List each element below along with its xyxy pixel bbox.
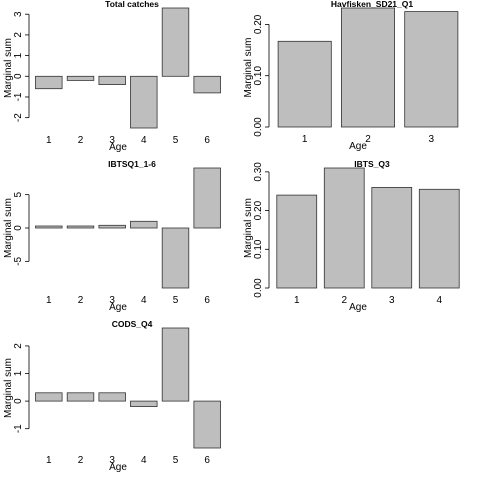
bar-age-4 [130,75,158,129]
y-tick-label: -2 [13,113,24,122]
x-axis-title: Age [349,141,367,152]
bar-age-2 [323,167,365,289]
y-tick-label: 0.10 [253,239,264,259]
y-tick-label: 0 [13,73,24,79]
x-tick-label: 1 [302,134,308,145]
x-tick-label: 2 [78,455,84,466]
y-tick-label: 3 [13,11,24,17]
bar-age-2 [66,75,95,81]
x-tick-label: 3 [109,135,115,146]
x-tick-label: 1 [294,295,300,306]
bar-age-4 [418,188,460,289]
y-tick-label: -1 [13,424,24,433]
bar-age-6 [193,75,221,94]
y-tick-label: 0.10 [253,66,264,86]
y-tick-label: 1 [13,370,24,376]
x-tick-label: 5 [173,455,179,466]
x-tick-label: 3 [389,295,395,306]
x-tick-label: 2 [78,135,84,146]
x-tick-label: 4 [141,135,147,146]
bar-age-3 [404,11,459,128]
x-tick-label: 1 [46,455,52,466]
y-tick-label: 0.00 [253,278,264,298]
bar-age-4 [130,220,158,229]
x-tick-label: 4 [141,295,147,306]
y-axis-title: Marginal sum [3,358,14,418]
x-tick-label: 3 [429,134,435,145]
x-axis-title: Age [109,142,127,153]
y-tick-label: 0.20 [253,14,264,34]
x-tick-label: 3 [109,295,115,306]
chart-panel-1: -2 -1 0 1 2 3 1 2 3 4 5 6 Age Marginal sum Total catch… [3,0,221,153]
y-tick-label: 0.30 [253,162,264,182]
x-axis-title: Age [109,302,127,313]
y-tick-label: 2 [13,343,24,349]
x-tick-label: 6 [204,455,210,466]
bar-age-4 [130,400,158,408]
x-tick-label: 6 [204,295,210,306]
x-axis-title: Age [109,462,127,473]
bar-age-1 [277,40,332,128]
x-tick-label: 1 [46,135,52,146]
x-tick-label: 2 [365,134,371,145]
x-tick-label: 3 [109,455,115,466]
x-tick-label: 5 [173,295,179,306]
chart-title: Total catches [105,0,159,9]
x-tick-label: 2 [341,295,347,306]
bar-age-3 [98,75,126,86]
chart-panel-2: 0.00 0.10 0.20 1 2 3 Age Marginal sum Havfisken_… [243,0,459,152]
bar-age-6 [193,400,221,449]
bar-age-3 [98,392,126,402]
y-axis-title: Marginal sum [3,198,14,258]
chart-panel-3: -5 0 5 1 2 3 4 5 6 Age Marginal sum IBTSQ1_1-6 [3,159,221,313]
chart-title: IBTS_Q3 [354,159,390,169]
bar-age-2 [66,392,95,402]
bar-age-2 [340,7,395,128]
y-axis-title: Marginal sum [243,198,254,258]
bar-age-5 [161,227,190,289]
chart-panel-5: -1 0 1 2 1 2 3 4 5 6 Age Marginal sum CODS_Q4 [3,319,221,473]
bar-age-1 [35,392,63,402]
y-tick-label: 0.20 [253,200,264,220]
x-tick-label: 1 [46,295,52,306]
y-tick-label: -5 [13,256,24,265]
y-tick-label: -1 [13,92,24,101]
y-tick-label: 0.00 [253,117,264,137]
y-tick-label: 1 [13,52,24,58]
y-tick-label: 2 [13,32,24,38]
x-tick-label: 2 [78,295,84,306]
chart-title: CODS_Q4 [112,319,153,329]
bar-age-3 [371,186,413,289]
y-axis-title: Marginal sum [243,37,254,97]
y-tick-label: 5 [13,191,24,197]
bar-age-3 [98,224,126,229]
bar-age-1 [276,194,318,289]
x-tick-label: 4 [436,295,442,306]
chart-title: IBTSQ1_1-6 [108,159,156,169]
x-tick-label: 6 [204,135,210,146]
bar-age-1 [35,225,63,229]
x-tick-label: 4 [141,455,147,466]
y-tick-label: 0 [13,225,24,231]
chart-panel-4: 0.00 0.10 0.20 0.30 1 2 3 4 Age Marginal sum IBTS_… [243,159,460,313]
chart-title: Havfisken_SD21_Q1 [331,0,413,9]
bar-age-2 [66,225,95,229]
bar-age-5 [161,7,190,77]
bar-age-6 [193,167,221,229]
x-axis-title: Age [349,302,367,313]
y-axis-title: Marginal sum [3,38,14,98]
x-tick-label: 5 [173,135,179,146]
bar-age-5 [161,327,190,402]
bar-age-1 [35,75,63,90]
y-tick-label: 0 [13,398,24,404]
